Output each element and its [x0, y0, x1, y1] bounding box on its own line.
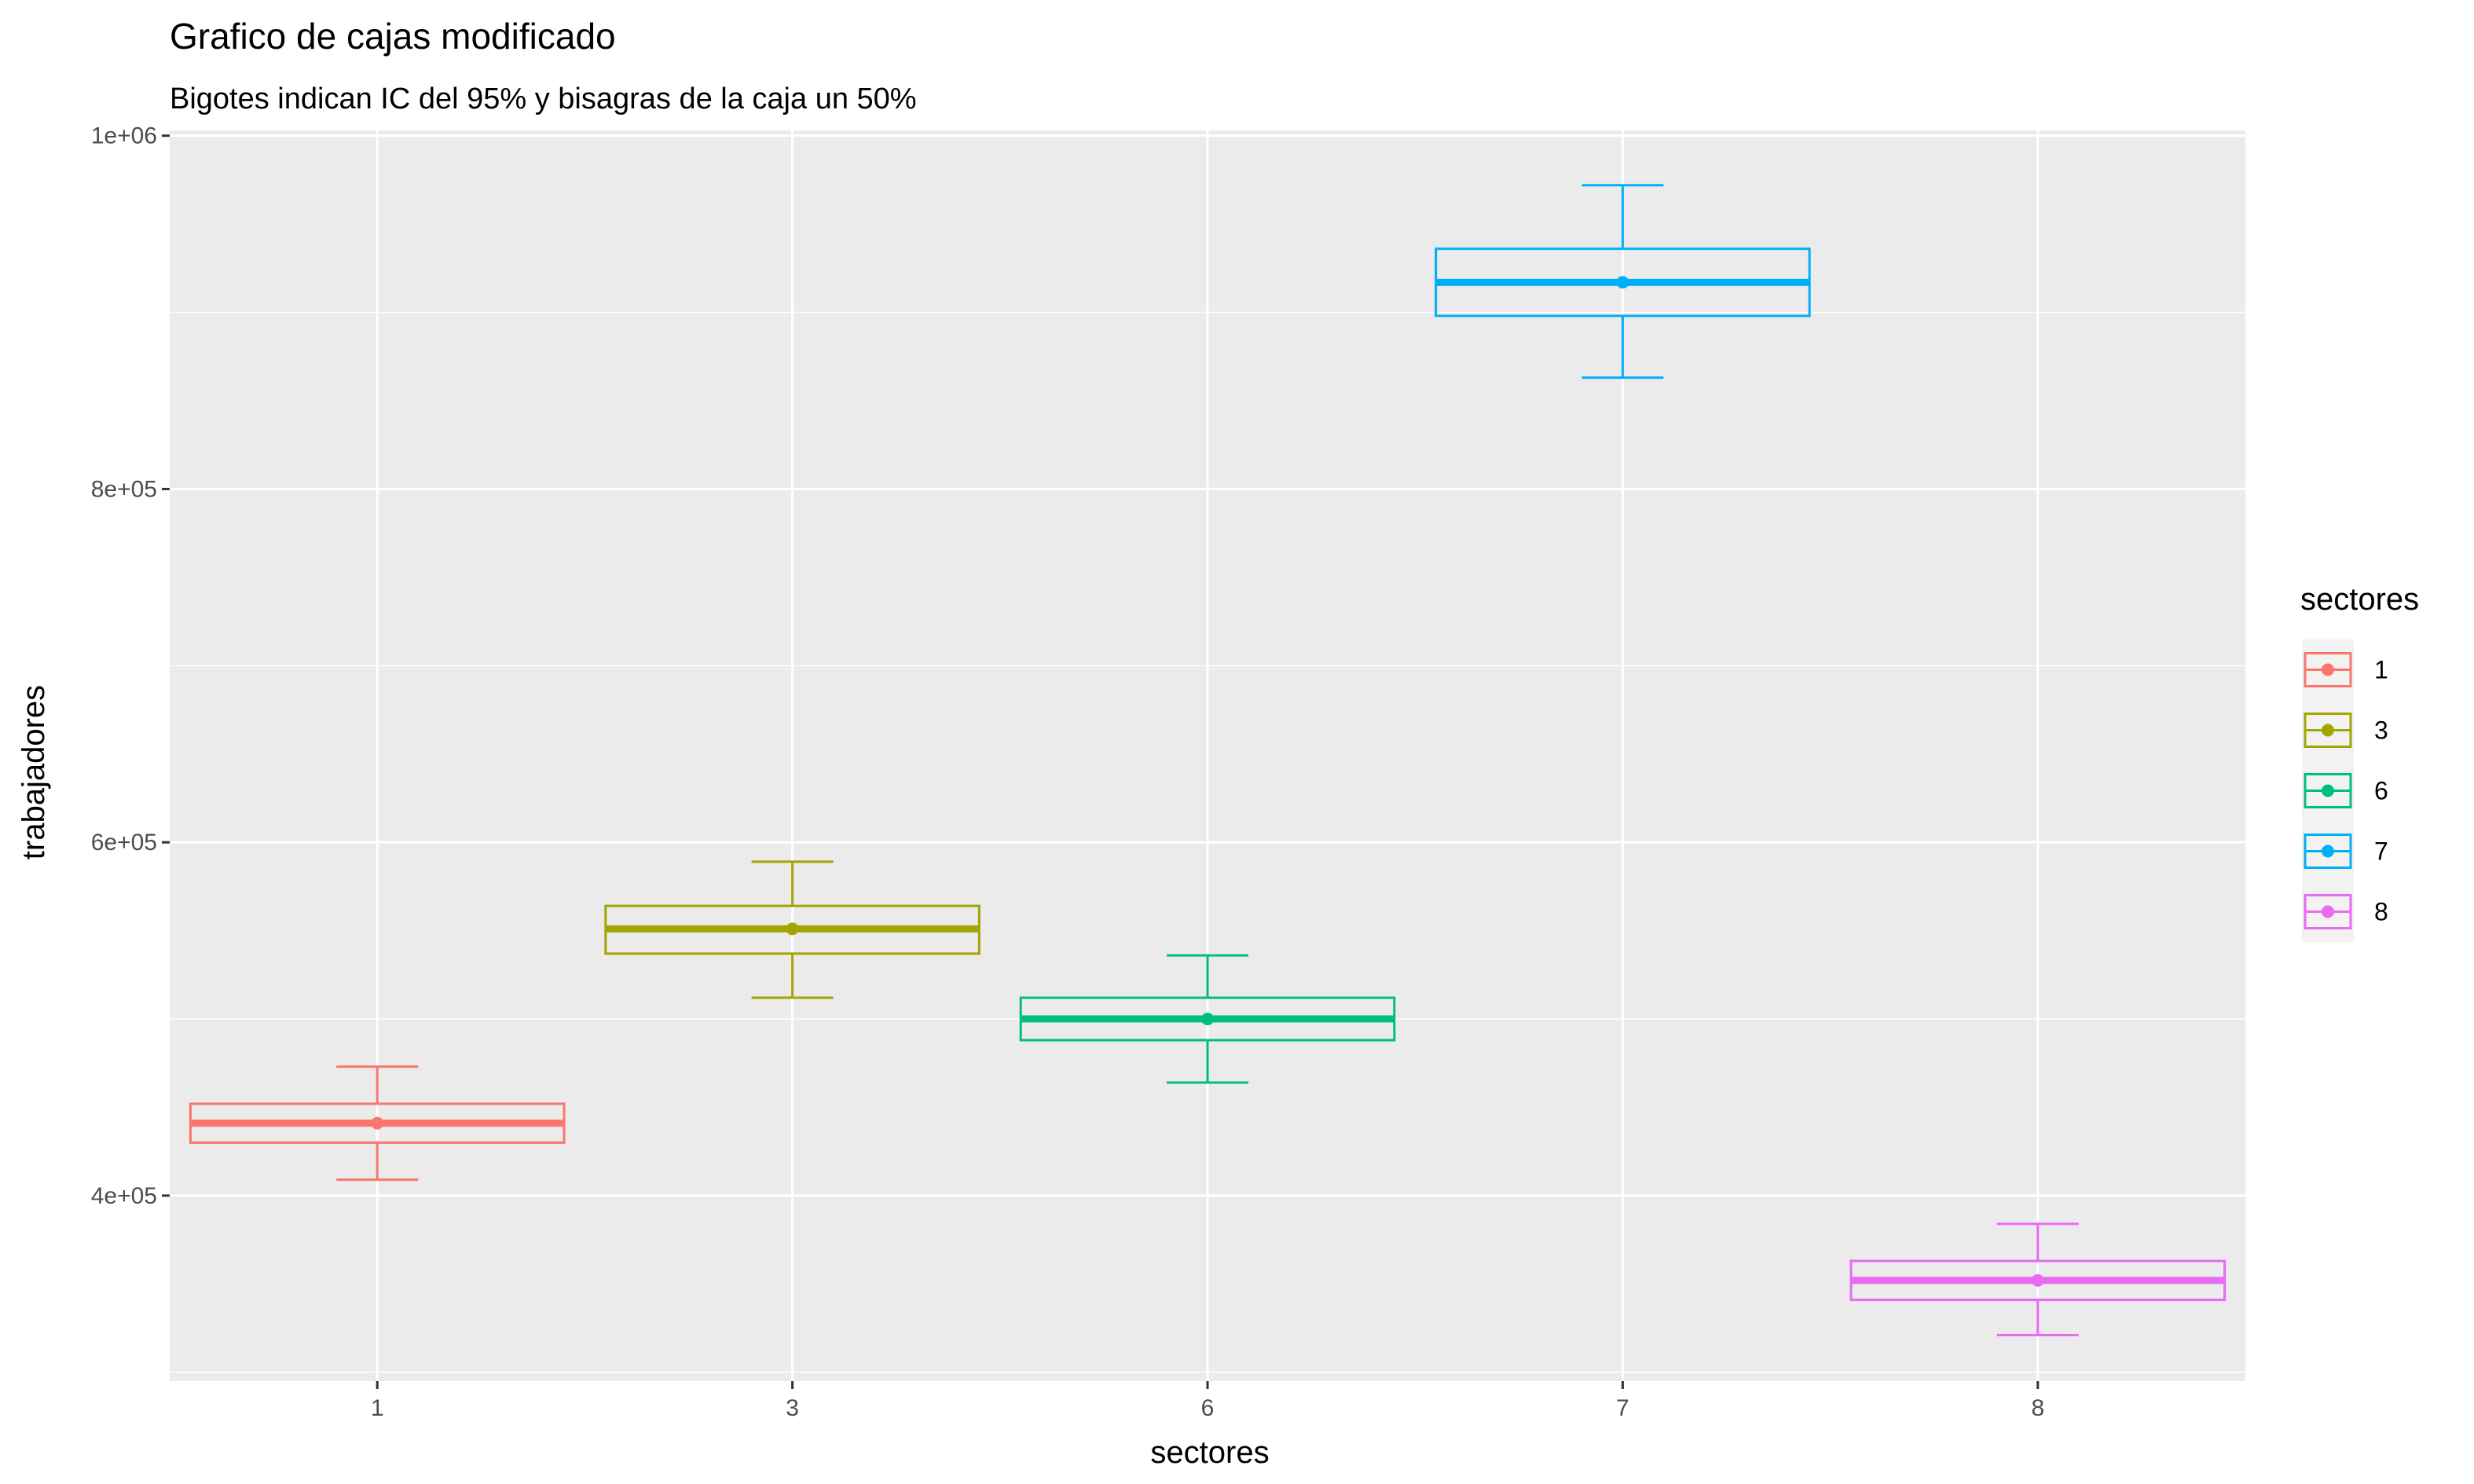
legend-key-point [2322, 663, 2334, 676]
legend-label: 3 [2374, 716, 2388, 745]
box-sector-1 [189, 1065, 566, 1182]
legend: sectores 1 3 6 7 8 [2300, 582, 2419, 942]
legend-item-1: 1 [2302, 639, 2388, 700]
legend-title: sectores [2300, 582, 2419, 617]
legend-item-3: 3 [2302, 700, 2388, 760]
legend-label: 6 [2374, 777, 2388, 805]
y-axis-title: trabajadores [16, 685, 51, 859]
x-tick-label: 6 [1201, 1395, 1215, 1421]
x-tick-label: 1 [371, 1395, 384, 1421]
median-point [786, 922, 799, 936]
y-tick-label: 6e+05 [91, 830, 157, 856]
box-sector-8 [1849, 1222, 2227, 1337]
median-point [2031, 1273, 2044, 1287]
chart-title: Grafico de cajas modificado [170, 16, 616, 57]
legend-item-8: 8 [2302, 881, 2388, 942]
legend-item-6: 6 [2302, 760, 2388, 821]
legend-key-point [2322, 724, 2334, 737]
legend-key-point [2322, 784, 2334, 797]
x-axis-title: sectores [1150, 1435, 1269, 1470]
median-point [1616, 276, 1629, 289]
x-tick-label: 3 [786, 1395, 799, 1421]
x-tick-label: 7 [1616, 1395, 1629, 1421]
x-tick-label: 8 [2031, 1395, 2044, 1421]
plot-area: 4e+05 6e+05 8e+05 1e+06 1 3 6 7 8 [91, 123, 2245, 1421]
box-sector-6 [1019, 954, 1396, 1084]
box-sector-3 [604, 860, 980, 999]
legend-label: 7 [2374, 837, 2388, 866]
y-tick-label: 4e+05 [91, 1183, 157, 1209]
y-tick-label: 8e+05 [91, 476, 157, 502]
box-sector-7 [1435, 184, 1811, 379]
median-point [371, 1116, 384, 1130]
median-point [1201, 1013, 1214, 1026]
chart-subtitle: Bigotes indican IC del 95% y bisagras de… [170, 82, 917, 115]
legend-label: 8 [2374, 898, 2388, 926]
legend-key-point [2322, 845, 2334, 858]
legend-items: 1 3 6 7 8 [2302, 639, 2388, 942]
legend-label: 1 [2374, 656, 2388, 684]
legend-key-point [2322, 905, 2334, 918]
y-tick-label: 1e+06 [91, 123, 157, 149]
legend-item-7: 7 [2302, 821, 2388, 881]
